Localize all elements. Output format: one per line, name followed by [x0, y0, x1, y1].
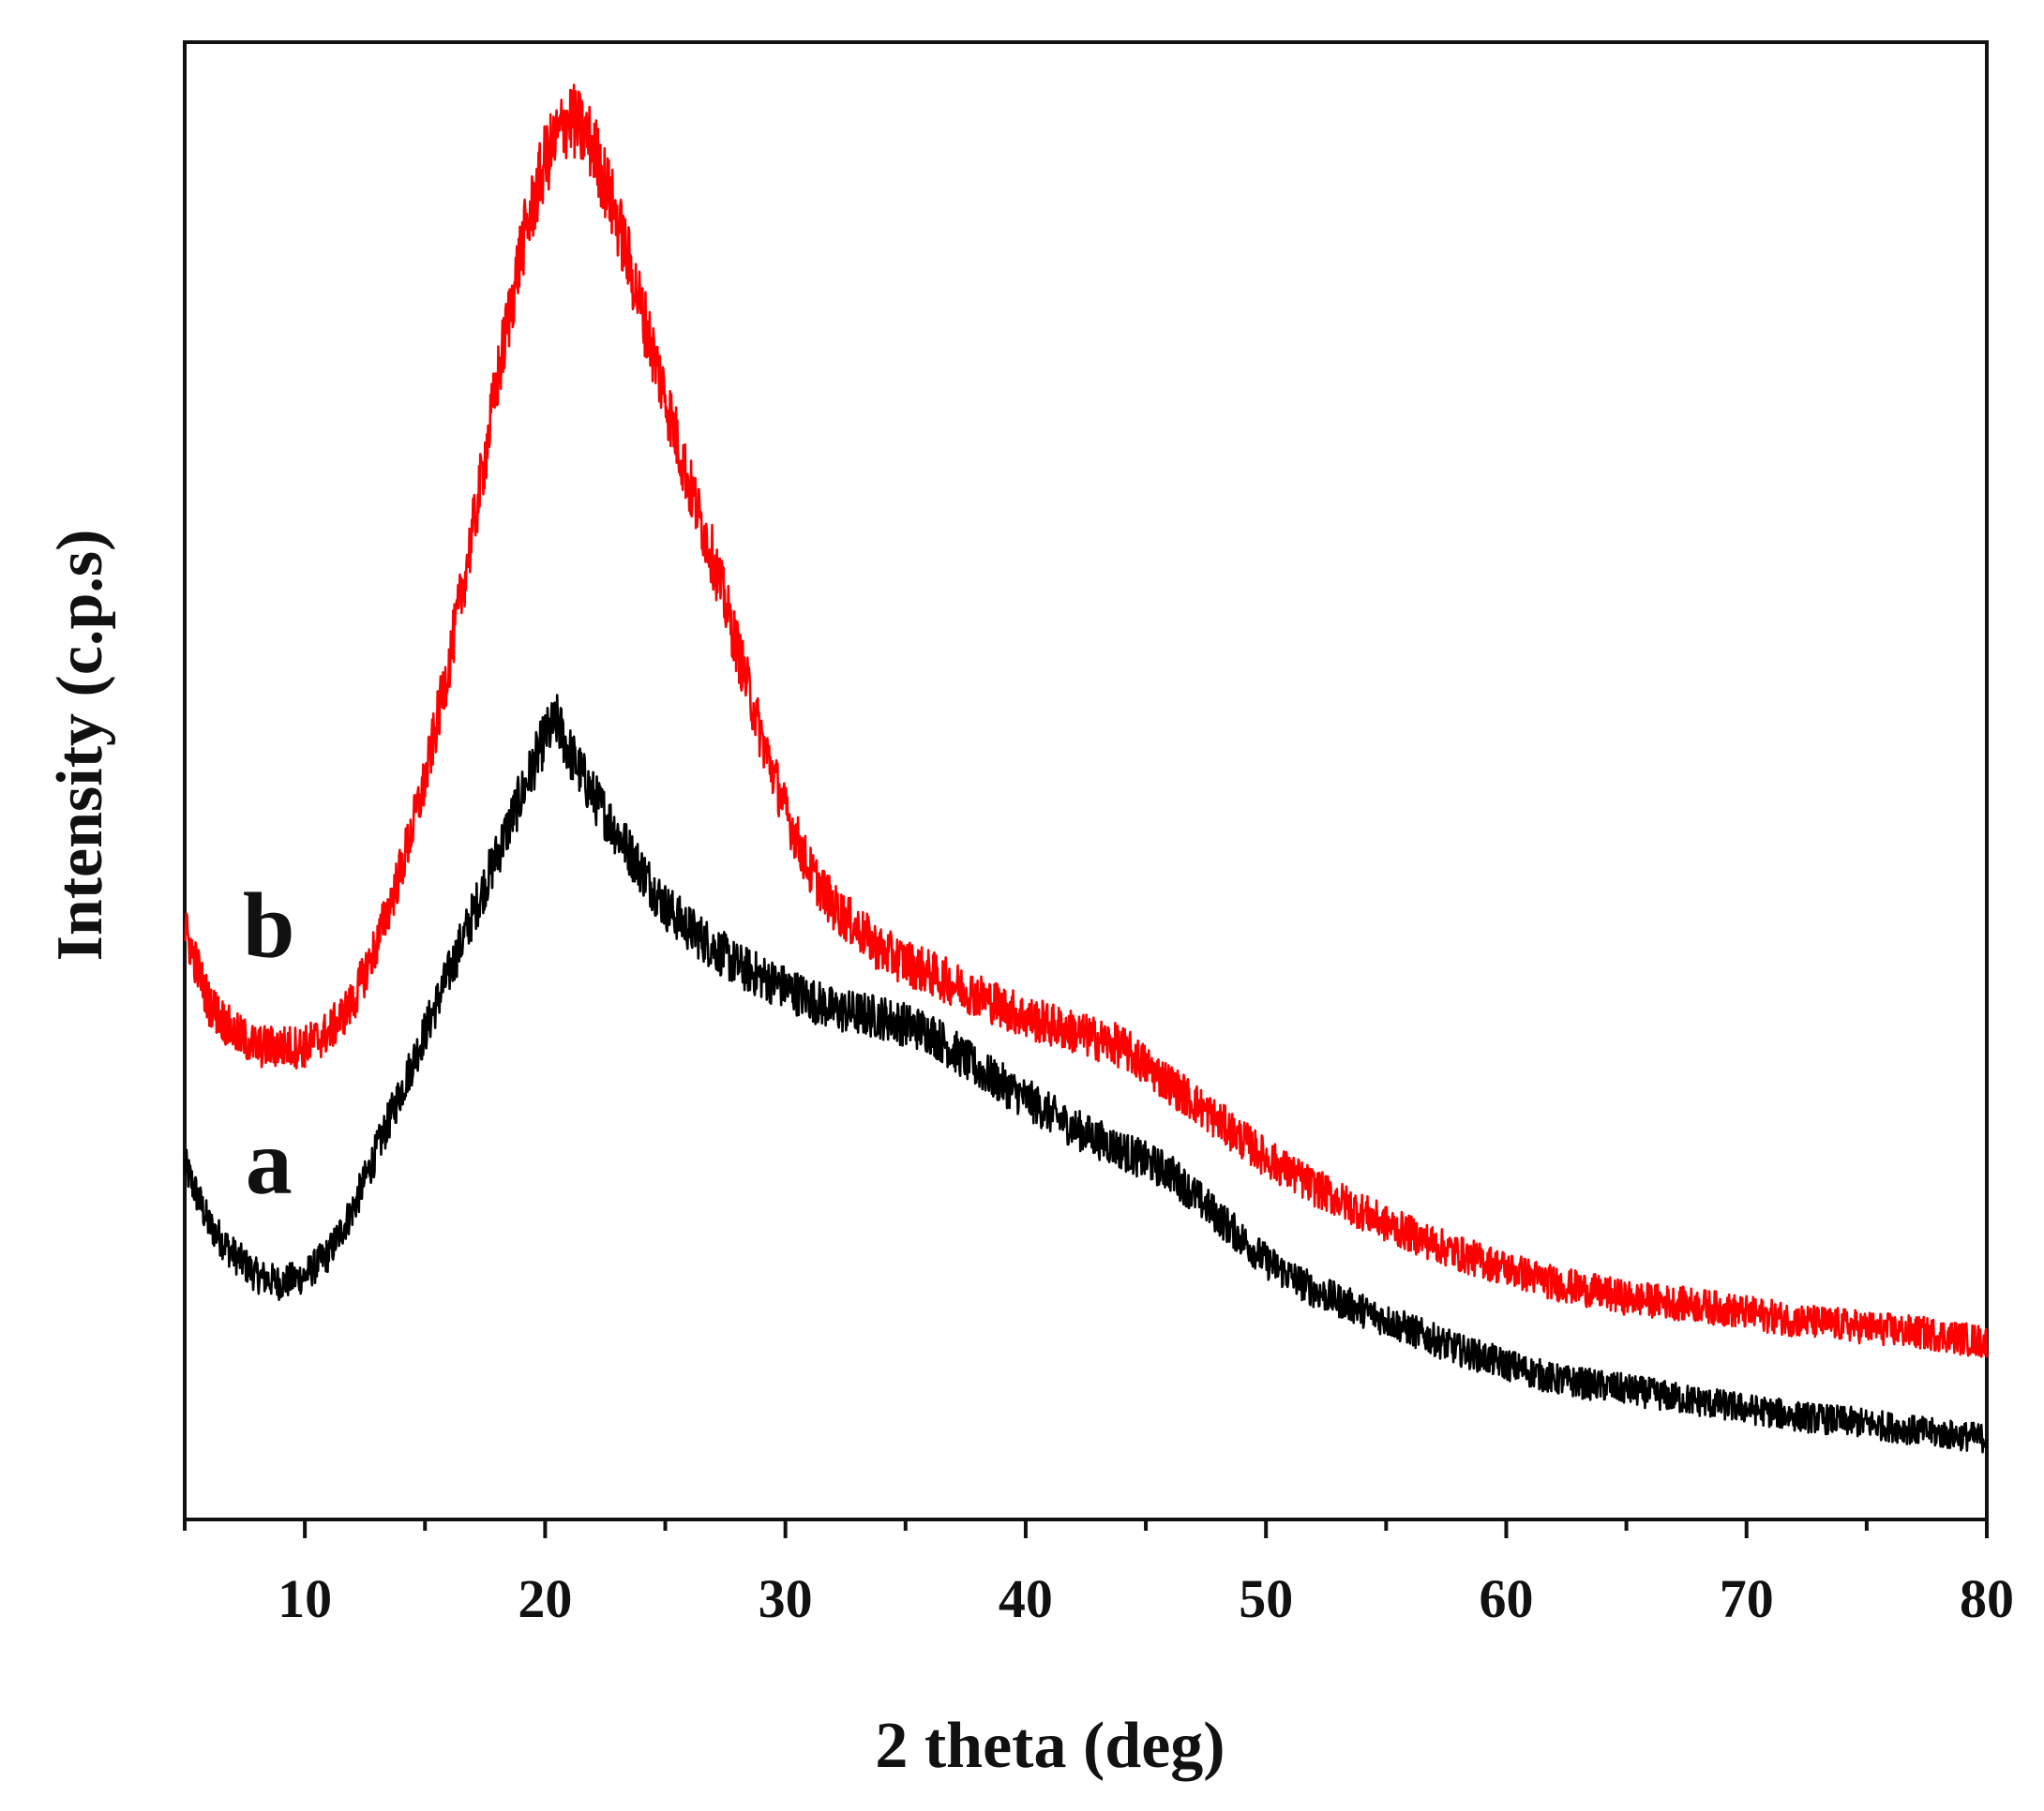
x-tick-label-70: 70: [1720, 1568, 1774, 1629]
series-annotation-b: b: [243, 874, 295, 978]
y-axis-title: Intensity (c.p.s): [44, 530, 116, 962]
series-annotations: ba: [243, 874, 295, 1214]
series-layer: [183, 83, 1989, 1454]
x-axis-title: 2 theta (deg): [875, 1710, 1225, 1782]
x-tick-label-60: 60: [1479, 1568, 1533, 1629]
x-tick-label-20: 20: [518, 1568, 572, 1629]
series-line-a: [183, 694, 1989, 1454]
series-annotation-a: a: [246, 1110, 293, 1214]
series-line-b: [184, 83, 1989, 1358]
x-tick-label-80: 80: [1960, 1568, 2014, 1629]
x-axis-ticks: 10 20 30 40 50 60 70 80: [183, 1519, 2014, 1629]
x-tick-label-40: 40: [999, 1568, 1053, 1629]
plot-frame: [183, 40, 1989, 1521]
x-tick-label-10: 10: [278, 1568, 332, 1629]
x-tick-label-50: 50: [1239, 1568, 1293, 1629]
x-tick-label-30: 30: [759, 1568, 813, 1629]
